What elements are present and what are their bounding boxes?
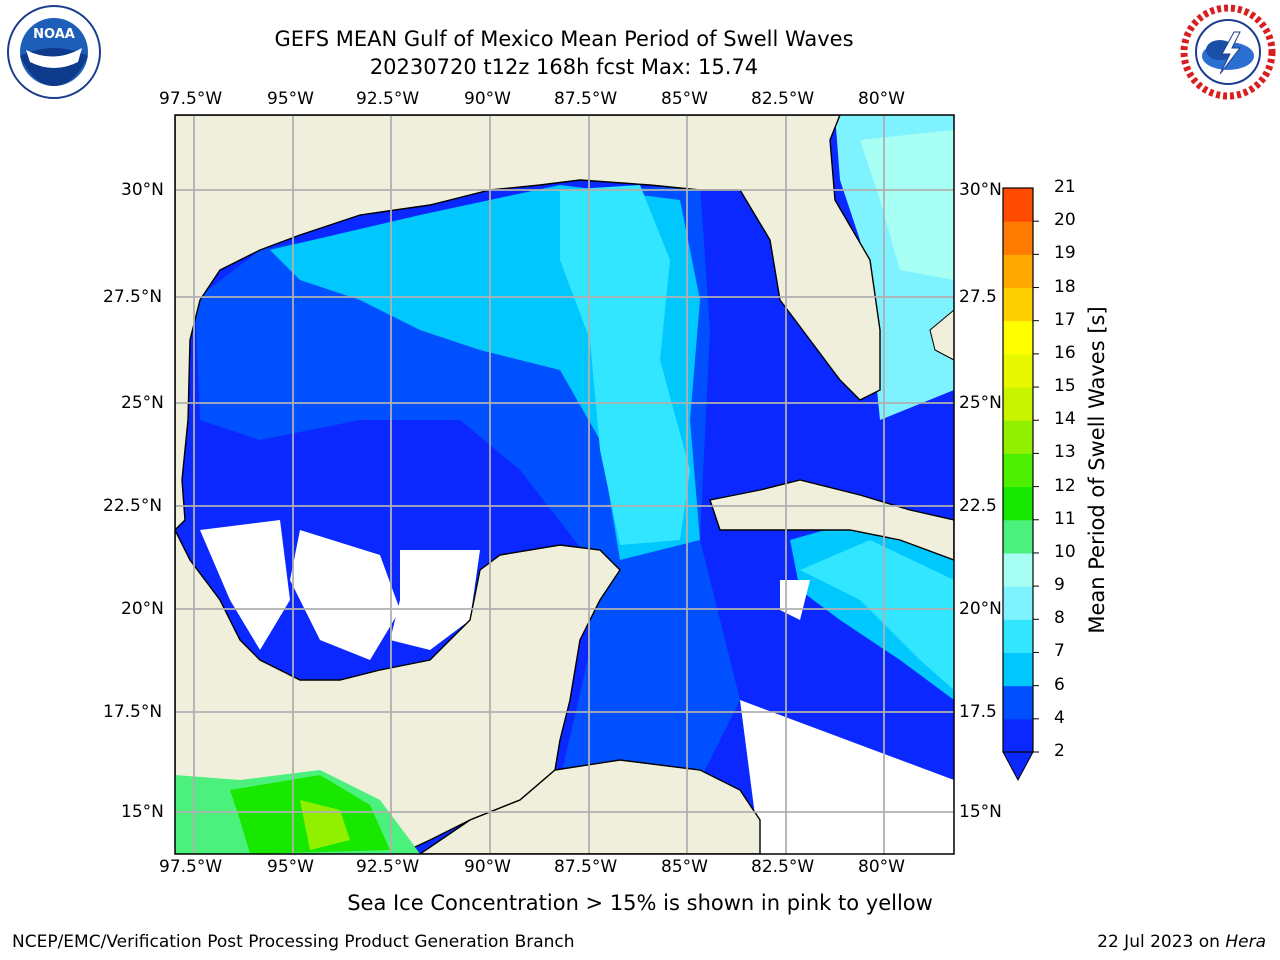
- lon-tick-label: 80°W: [858, 89, 905, 109]
- colorbar-segment: [1003, 254, 1033, 289]
- lon-tick-label: 97.5°W: [159, 89, 223, 109]
- no-data-area-west: [200, 520, 290, 650]
- lon-tick-label: 85°W: [661, 89, 708, 109]
- colorbar-segment: [1003, 718, 1033, 753]
- colorbar-tick-label: 12: [1054, 475, 1076, 496]
- lon-tick-label: 90°W: [464, 857, 511, 877]
- lat-tick-label: 15°N: [121, 802, 164, 822]
- lat-tick-label: 27.5: [959, 287, 997, 307]
- lat-tick-label: 30°N: [121, 180, 164, 200]
- colorbar-segment: [1003, 652, 1033, 687]
- colorbar-title: Mean Period of Swell Waves [s]: [1085, 306, 1109, 634]
- lon-tick-label: 87.5°W: [554, 89, 618, 109]
- colorbar-segment: [1003, 387, 1033, 421]
- colorbar-tick-label: 14: [1054, 409, 1076, 430]
- footer-machine: Hera: [1225, 932, 1266, 952]
- footer-branch: NCEP/EMC/Verification Post Processing Pr…: [12, 932, 575, 952]
- lon-tick-label: 85°W: [661, 857, 708, 877]
- colorbar-tick-label: 8: [1054, 608, 1065, 629]
- footer-date-text: 22 Jul 2023 on: [1097, 932, 1226, 952]
- lon-tick-label: 80°W: [858, 857, 905, 877]
- colorbar-segment: [1003, 619, 1033, 653]
- lon-tick-label: 97.5°W: [159, 857, 223, 877]
- lat-tick-label: 25°N: [121, 393, 164, 413]
- lat-tick-label: 15°N: [959, 802, 1002, 822]
- colorbar-frame: [1002, 187, 1034, 753]
- lat-tick-label: 27.5°N: [103, 287, 163, 307]
- map-subtitle: 20230720 t12z 168h fcst Max: 15.74: [369, 55, 759, 79]
- colorbar-segment: [1003, 320, 1033, 355]
- colorbar-tick-label: 4: [1054, 707, 1065, 728]
- lat-tick-label: 20°N: [959, 599, 1002, 619]
- land-north-america: [175, 115, 881, 531]
- lon-tick-label: 92.5°W: [356, 89, 420, 109]
- map-title: GEFS MEAN Gulf of Mexico Mean Period of …: [274, 27, 854, 51]
- map-gridlines: [175, 115, 954, 854]
- colorbar-segment: [1003, 519, 1033, 554]
- lon-tick-label: 82.5°W: [751, 89, 815, 109]
- colorbar-tick-label: 18: [1054, 276, 1076, 297]
- colorbar-tick-label: 6: [1054, 674, 1065, 695]
- map-frame: [174, 114, 955, 855]
- colorbar-segment: [1003, 685, 1033, 720]
- lon-tick-label: 95°W: [267, 89, 314, 109]
- colorbar-segment: [1003, 188, 1033, 222]
- lon-tick-label: 90°W: [464, 89, 511, 109]
- lat-tick-label: 25°N: [959, 393, 1002, 413]
- colorbar-tick-label: 10: [1054, 541, 1076, 562]
- colorbar-tick-label: 7: [1054, 641, 1065, 662]
- lon-tick-label: 82.5°W: [751, 857, 815, 877]
- colorbar-tick-label: 9: [1054, 575, 1065, 596]
- lat-tick-label: 17.5°N: [103, 702, 163, 722]
- colorbar-segment: [1003, 287, 1033, 322]
- colorbar-segment: [1003, 486, 1033, 521]
- swell-zone-light-cyan: [560, 185, 690, 545]
- colorbar-segment: [1003, 552, 1033, 587]
- lat-tick-label: 22.5: [959, 496, 997, 516]
- lat-tick-label: 22.5°N: [103, 496, 163, 516]
- lat-tick-label: 17.5: [959, 702, 997, 722]
- noaa-logo-icon: NOAA: [7, 5, 101, 99]
- colorbar-tick-label: 17: [1054, 309, 1076, 330]
- colorbar-segment: [1003, 221, 1033, 255]
- colorbar-segment: [1003, 586, 1033, 620]
- no-data-area-south: [740, 700, 954, 854]
- lat-tick-label: 20°N: [121, 599, 164, 619]
- footer-date: 22 Jul 2023 on Hera: [1097, 932, 1266, 952]
- noaa-logo-text: NOAA: [33, 27, 75, 42]
- colorbar-tick-label: 13: [1054, 442, 1076, 463]
- lat-tick-label: 30°N: [959, 180, 1002, 200]
- lon-tick-label: 95°W: [267, 857, 314, 877]
- colorbar-tick-label: 19: [1054, 243, 1076, 264]
- colorbar-tick-label: 11: [1054, 508, 1076, 529]
- colorbar-segment: [1003, 420, 1033, 454]
- land-cuba: [709, 479, 954, 561]
- colorbar-tick-label: 15: [1054, 376, 1076, 397]
- colorbar-tick-label: 20: [1054, 210, 1076, 231]
- lon-tick-label: 92.5°W: [356, 857, 420, 877]
- colorbar: [1002, 187, 1039, 782]
- colorbar-tick-label: 21: [1054, 177, 1076, 197]
- sea-ice-note: Sea Ice Concentration > 15% is shown in …: [347, 891, 933, 915]
- land-central-america: [418, 759, 761, 854]
- colorbar-tick-label: 2: [1054, 741, 1065, 761]
- colorbar-tick-label: 16: [1054, 342, 1076, 363]
- colorbar-extend-arrow: [1002, 751, 1034, 782]
- colorbar-segment: [1003, 353, 1033, 388]
- nws-logo-icon: [1180, 4, 1276, 100]
- colorbar-segment: [1003, 453, 1033, 488]
- lon-tick-label: 87.5°W: [554, 857, 618, 877]
